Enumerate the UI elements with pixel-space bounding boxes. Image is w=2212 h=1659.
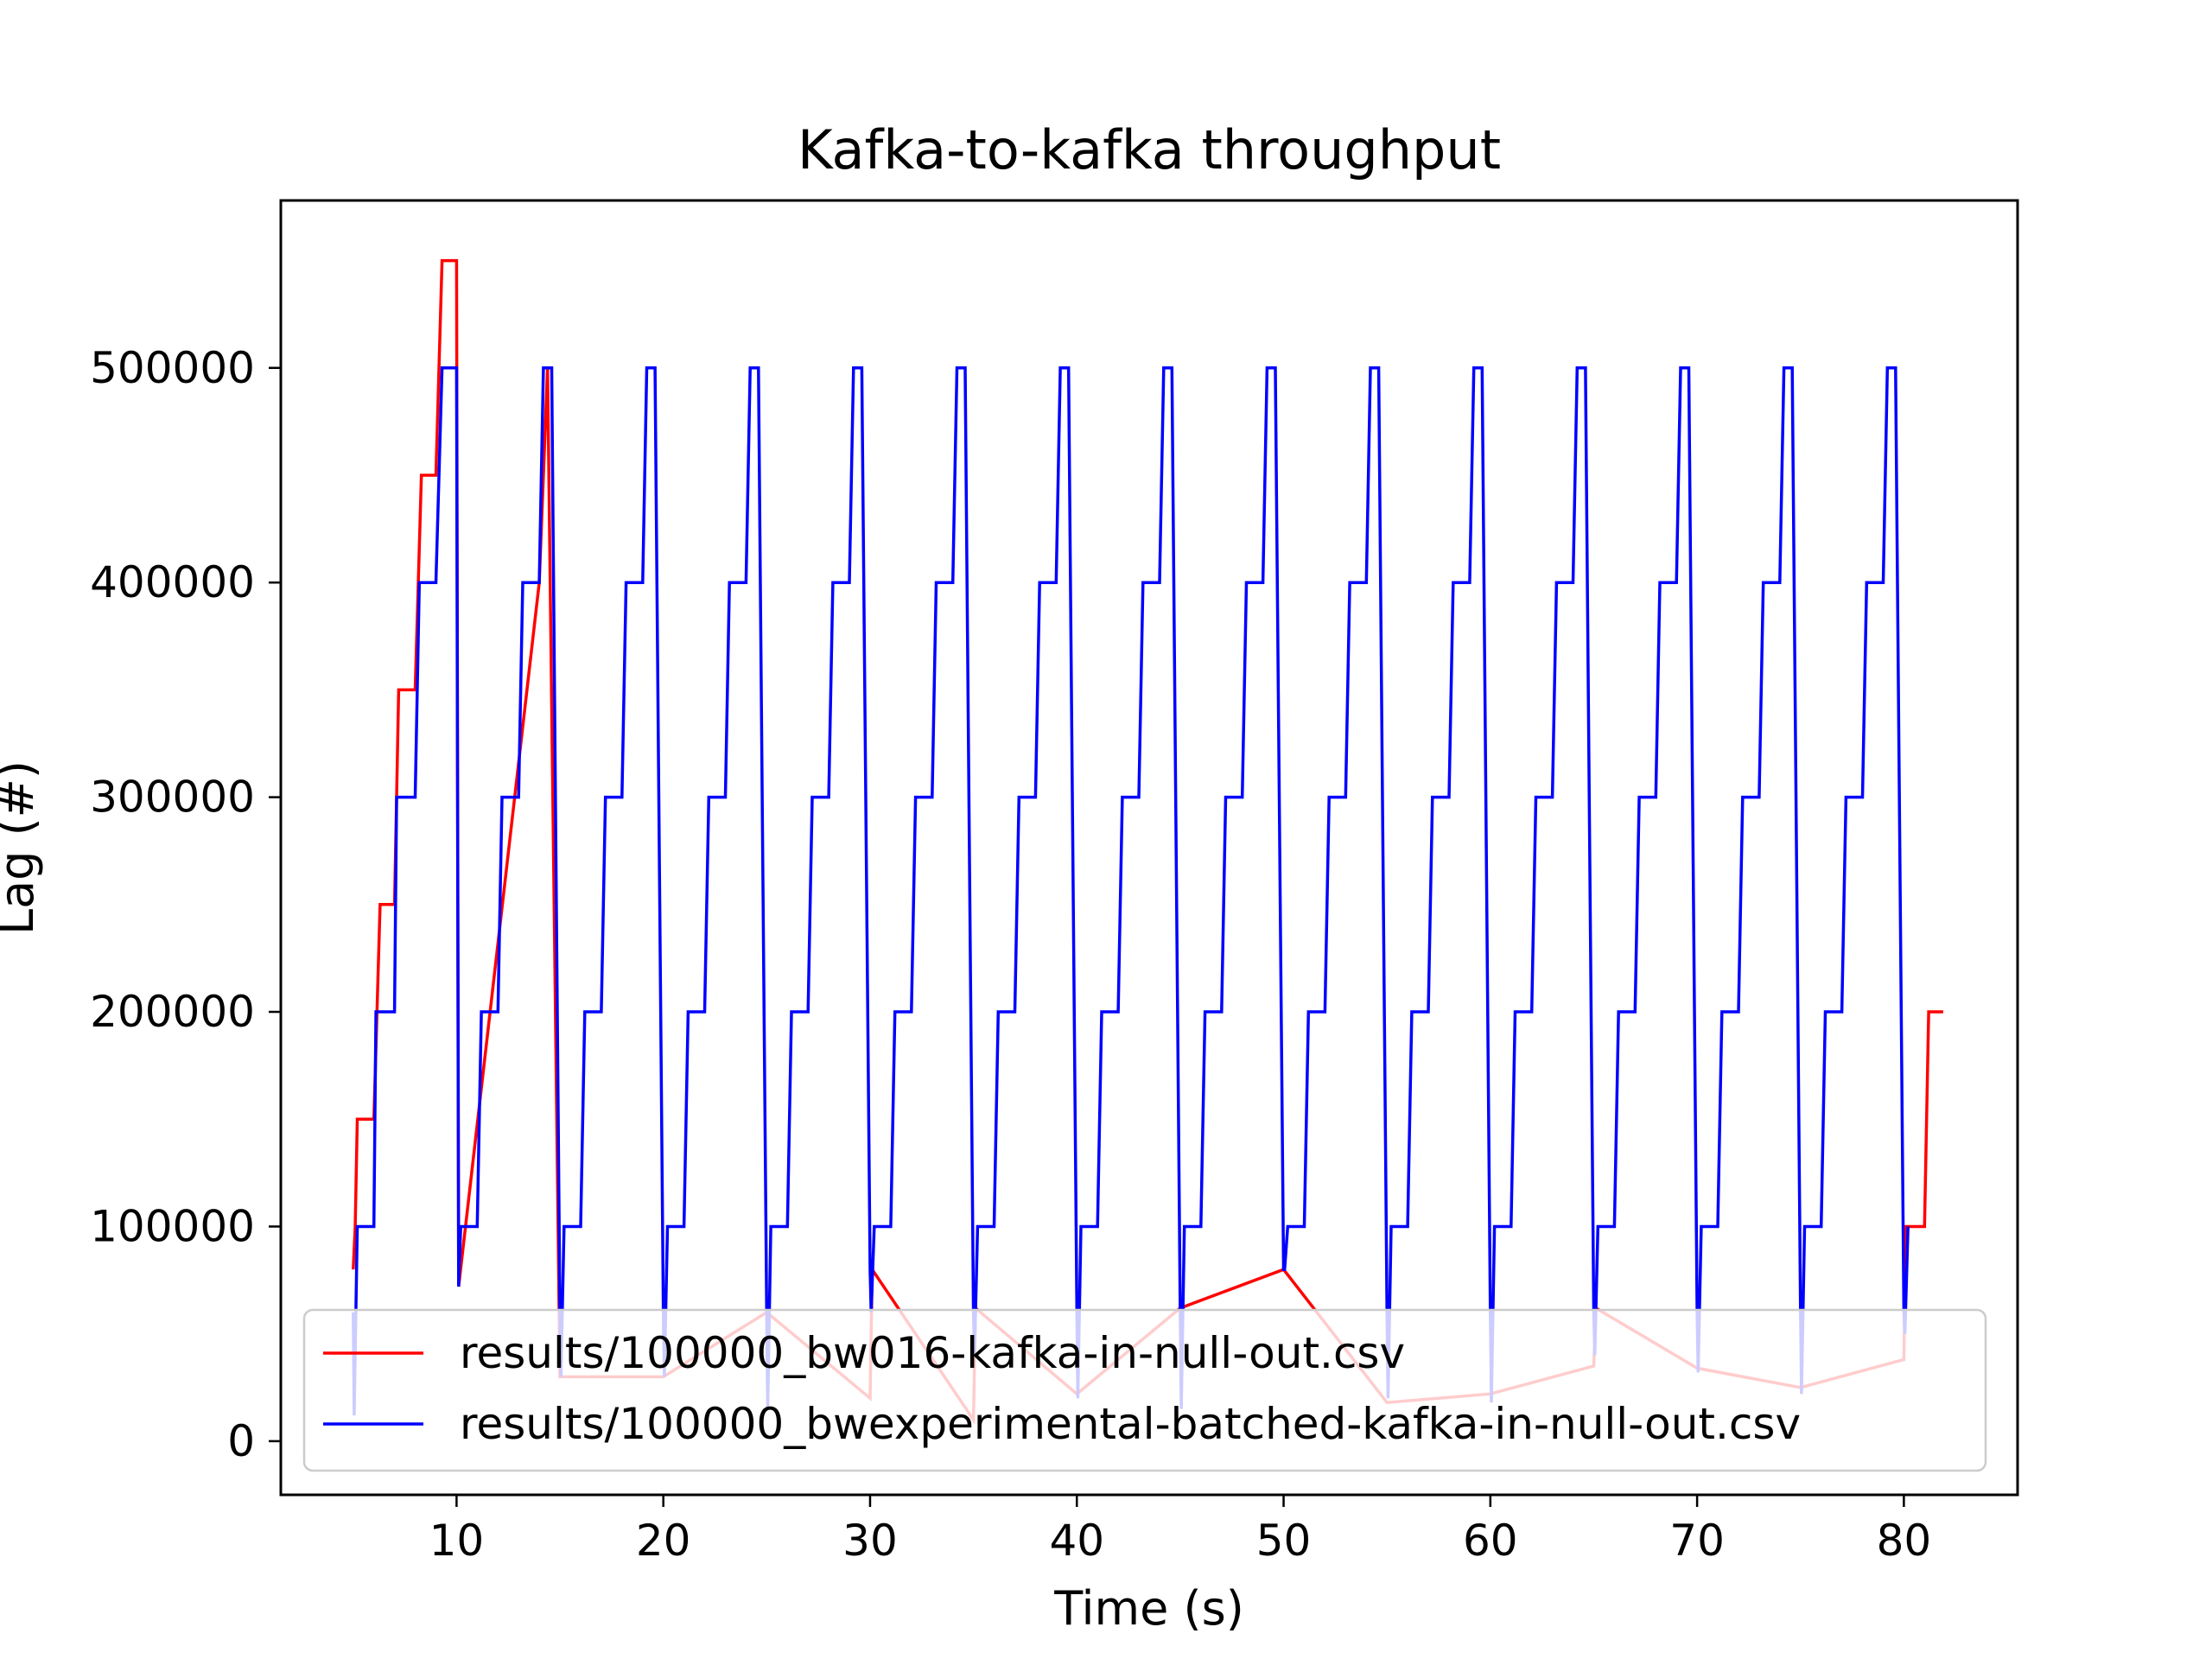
x-tick-label: 80 — [1877, 1516, 1932, 1566]
series-layer — [352, 258, 1943, 1425]
y-tick-label: 500000 — [90, 343, 255, 393]
x-tick-label: 60 — [1463, 1516, 1518, 1566]
x-tick-label: 40 — [1049, 1516, 1104, 1566]
y-tick-label: 400000 — [90, 557, 255, 607]
y-axis-label: Lag (#) — [0, 760, 44, 935]
y-tick-label: 100000 — [90, 1201, 255, 1251]
legend: results/100000_bw016-kafka-in-null-out.c… — [302, 1308, 1987, 1472]
legend-box — [302, 1308, 1987, 1472]
x-axis: 10 20 30 40 50 60 70 80 — [429, 1495, 1932, 1566]
legend-label-2: results/100000_bwexperimental-batched-ka… — [460, 1399, 1801, 1449]
x-tick-label: 10 — [429, 1516, 485, 1566]
x-tick-label: 20 — [636, 1516, 691, 1566]
chart-title: Kafka-to-kafka throughput — [798, 118, 1501, 181]
x-tick-label: 70 — [1669, 1516, 1725, 1566]
plot-frame — [279, 199, 2019, 1497]
series-line-2 — [352, 366, 1910, 1416]
series-line-1 — [352, 258, 1943, 1425]
y-tick-label: 0 — [227, 1416, 255, 1466]
y-axis: 0 100000 200000 300000 400000 500000 — [90, 343, 281, 1466]
x-axis-label: Time (s) — [1053, 1581, 1244, 1636]
x-tick-label: 30 — [842, 1516, 898, 1566]
x-tick-label: 50 — [1256, 1516, 1312, 1566]
legend-label-1: results/100000_bw016-kafka-in-null-out.c… — [460, 1328, 1405, 1378]
y-tick-label: 200000 — [90, 987, 255, 1037]
y-tick-label: 300000 — [90, 772, 255, 823]
